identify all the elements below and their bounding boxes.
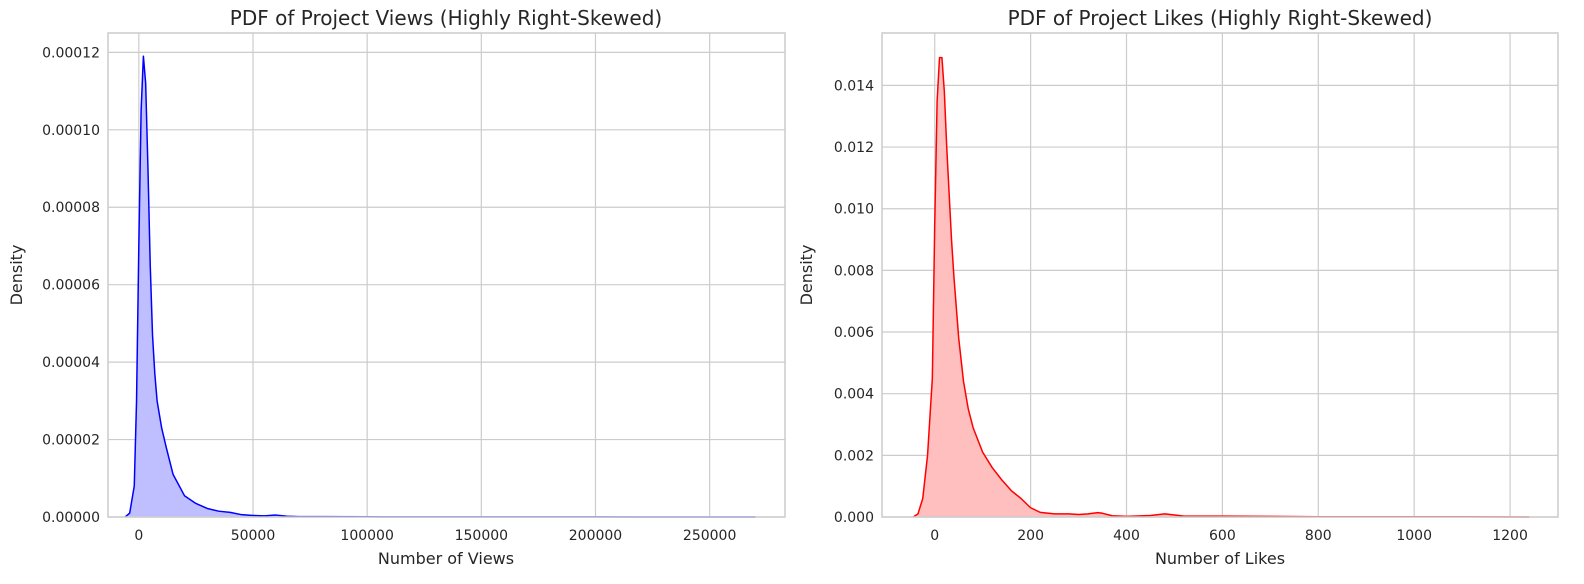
chart-2-x-tick-label-4: 800 xyxy=(1305,528,1332,544)
chart-1-y-tick-label-0: 0.00000 xyxy=(42,510,100,526)
chart-1-x-tick-label-2: 100000 xyxy=(340,528,393,544)
chart-1-plot-frame xyxy=(107,32,786,518)
chart-2-x-tick-label-2: 400 xyxy=(1113,528,1140,544)
chart-1-x-axis-label: Number of Views xyxy=(378,549,514,568)
chart-1-x-tick-label-5: 250000 xyxy=(683,528,736,544)
chart-2-y-tick-label-7: 0.014 xyxy=(834,78,874,94)
chart-1-y-tick-label-6: 0.00012 xyxy=(42,45,100,61)
chart-2-y-tick-label-6: 0.012 xyxy=(834,140,874,156)
chart-1-x-tick-label-0: 0 xyxy=(134,528,143,544)
chart-2-y-tick-label-5: 0.010 xyxy=(834,202,874,218)
chart-1-y-tick-label-5: 0.00010 xyxy=(42,123,100,139)
likes-pdf-chart: 0 200 400 600 800 1000 1200 0.000 0.002 0.004 0.00… xyxy=(797,6,1559,568)
chart-2-y-tick-label-1: 0.002 xyxy=(834,448,874,464)
views-pdf-chart: 0 50000 100000 150000 200000 250000 0.00000 0.0… xyxy=(7,6,786,568)
chart-1-y-tick-label-4: 0.00008 xyxy=(42,200,100,216)
chart-1-y-tick-label-2: 0.00004 xyxy=(42,355,100,371)
chart-2-y-tick-label-3: 0.006 xyxy=(834,325,874,341)
chart-1-density-line-0 xyxy=(124,55,756,518)
chart-2-title: PDF of Project Likes (Highly Right-Skewe… xyxy=(1008,6,1433,30)
chart-2-y-tick-label-0: 0.000 xyxy=(834,510,874,526)
chart-2-x-axis-label: Number of Likes xyxy=(1155,549,1285,568)
chart-2-plot-frame xyxy=(881,32,1559,518)
chart-2-density-area-0 xyxy=(913,57,1530,517)
chart-1-title: PDF of Project Views (Highly Right-Skewe… xyxy=(230,6,662,30)
chart-2-x-tick-label-6: 1200 xyxy=(1492,528,1528,544)
chart-1-x-tick-label-4: 200000 xyxy=(569,528,622,544)
chart-1-x-tick-label-1: 50000 xyxy=(231,528,276,544)
chart-2-y-tick-label-2: 0.004 xyxy=(834,387,874,403)
chart-2-x-tick-label-1: 200 xyxy=(1017,528,1044,544)
chart-1-x-tick-label-3: 150000 xyxy=(455,528,508,544)
chart-2-density-line-0 xyxy=(912,56,1530,518)
chart-2-x-tick-label-3: 600 xyxy=(1209,528,1236,544)
chart-2-x-tick-label-5: 1000 xyxy=(1396,528,1432,544)
chart-1-y-tick-label-3: 0.00006 xyxy=(42,278,100,294)
chart-1-density-area-0 xyxy=(125,56,756,517)
chart-2-x-tick-label-0: 0 xyxy=(930,528,939,544)
chart-2-y-axis-label: Density xyxy=(797,245,816,306)
chart-1-y-tick-label-1: 0.00002 xyxy=(42,433,100,449)
chart-2-y-tick-label-4: 0.008 xyxy=(834,263,874,279)
chart-1-y-axis-label: Density xyxy=(7,245,26,306)
